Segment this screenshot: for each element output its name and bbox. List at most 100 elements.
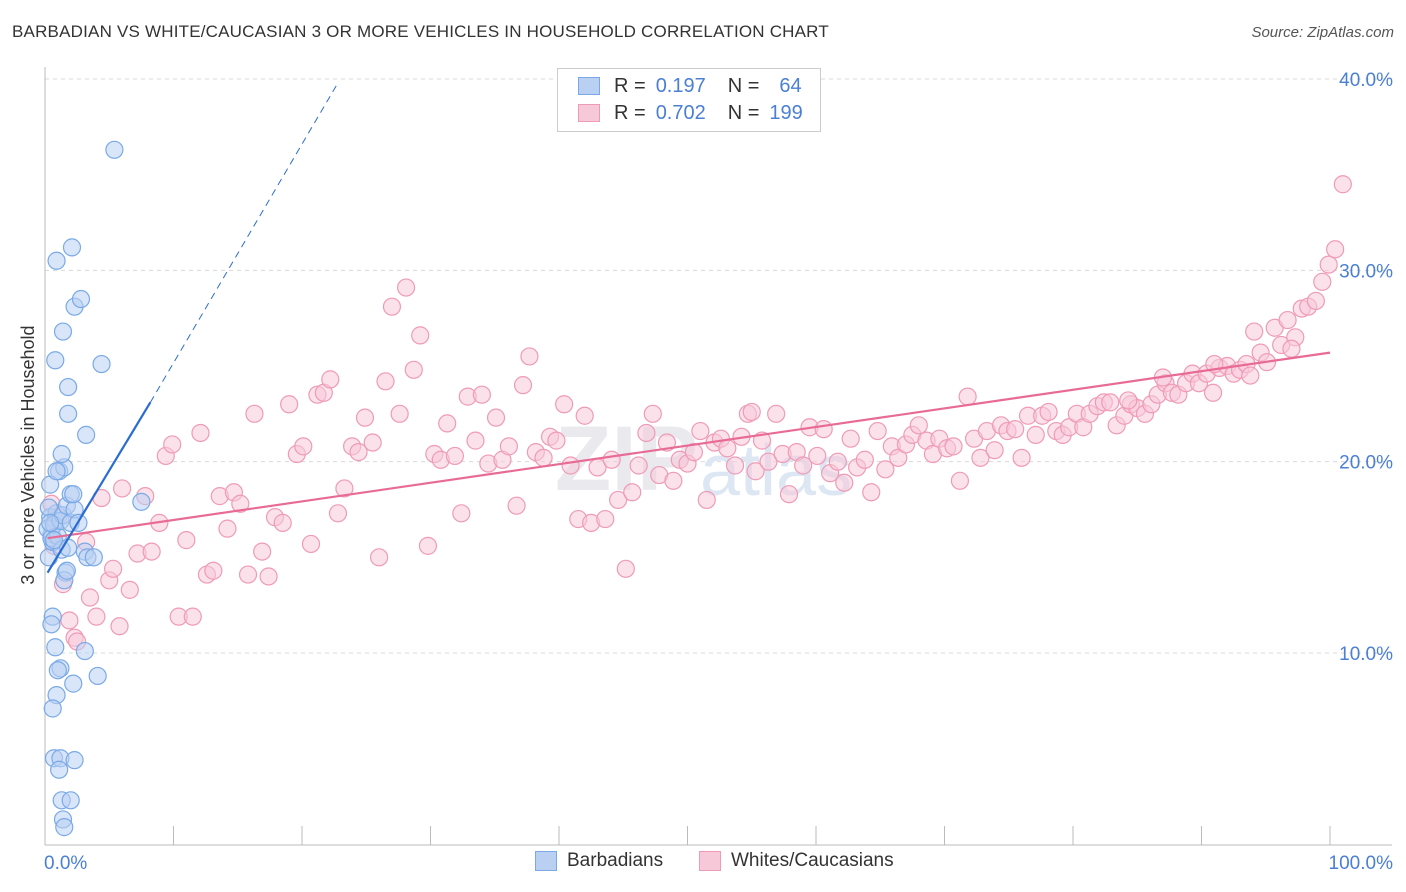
barbadians-point <box>47 251 66 270</box>
whites-caucasians-point <box>218 519 237 538</box>
barbadians-series <box>38 140 151 837</box>
barbadians-point <box>50 760 69 779</box>
barbadians-point <box>77 425 96 444</box>
barbadians-point <box>42 615 61 634</box>
whites-caucasians-point <box>855 450 874 469</box>
whites-caucasians-point <box>390 404 409 423</box>
barbadians-point <box>71 289 91 309</box>
barbadians-point <box>53 322 73 341</box>
whites-caucasians-point <box>513 376 533 395</box>
whites-caucasians-point <box>382 297 402 316</box>
whites-caucasians-point <box>909 416 928 435</box>
whites-caucasians-point <box>835 473 854 492</box>
whites-caucasians-point <box>575 406 594 425</box>
legend-item-whites[interactable]: Whites/Caucasians <box>699 850 894 872</box>
whites-caucasians-point <box>950 471 970 490</box>
blue-swatch <box>578 77 600 95</box>
whites-caucasians-point <box>862 483 881 502</box>
whites-caucasians-point <box>280 395 299 414</box>
tick-labels: 10.0% 20.0% 30.0% 40.0% 0.0% 100.0% <box>44 70 1393 874</box>
stats-legend: R = 0.197 N = 64 R = 0.702 N = 199 <box>557 68 821 132</box>
whites-caucasians-point <box>191 423 210 443</box>
whites-caucasians-point <box>177 531 196 550</box>
whites-caucasians-point <box>623 483 642 502</box>
whites-caucasians-point <box>1039 402 1058 422</box>
barbadians-point <box>59 377 78 397</box>
whites-caucasians-point <box>411 326 430 345</box>
whites-caucasians-point <box>142 542 161 561</box>
legend-label: Barbadians <box>567 850 664 871</box>
whites-caucasians-point <box>445 446 465 466</box>
x-tick-label: 0.0% <box>44 853 87 874</box>
barbadians-point <box>132 492 151 511</box>
whites-caucasians-point <box>238 565 258 584</box>
barbadians-point <box>47 462 66 481</box>
whites-caucasians-point <box>555 395 574 414</box>
whites-caucasians-point <box>231 494 250 513</box>
whites-caucasians-point <box>104 559 123 578</box>
whites-caucasians-point <box>438 414 457 433</box>
legend-item-barbadians[interactable]: Barbadians <box>535 850 663 872</box>
source-label: Source: ZipAtlas.com <box>1251 24 1394 41</box>
series-legend: Barbadians Whites/Caucasians <box>0 850 1406 878</box>
y-axis-label: 3 or more Vehicles in Household <box>18 325 38 584</box>
whites-caucasians-point <box>1282 339 1301 358</box>
whites-caucasians-point <box>1313 272 1332 291</box>
whites-caucasians-point <box>294 437 313 456</box>
whites-caucasians-point <box>507 496 526 515</box>
whites-caucasians-point <box>1319 255 1338 274</box>
whites-caucasians-point <box>1306 291 1325 311</box>
barbadians-point <box>44 531 64 550</box>
whites-caucasians-point <box>876 460 895 479</box>
y-tick-label: 20.0% <box>1339 453 1393 474</box>
whites-caucasians-point <box>520 347 539 366</box>
whites-caucasians-point <box>163 435 182 454</box>
barbadians-trend-line <box>46 401 152 574</box>
barbadians-point <box>64 674 83 693</box>
whites-caucasians-point <box>120 580 139 599</box>
barbadians-point <box>84 548 103 567</box>
n-value: 64 <box>779 74 802 97</box>
whites-caucasians-point <box>80 588 100 607</box>
whites-caucasians-point <box>1278 310 1297 330</box>
whites-caucasians-point <box>452 504 471 523</box>
whites-caucasians-point <box>759 452 778 471</box>
whites-caucasians-point <box>1333 175 1352 194</box>
whites-caucasians-point <box>643 404 662 423</box>
whites-caucasians-point <box>697 490 716 510</box>
whites-caucasians-point <box>335 479 354 498</box>
barbadians-point <box>48 661 67 680</box>
barbadians-point <box>64 485 83 504</box>
whites-caucasians-point <box>1119 391 1138 410</box>
whites-caucasians-trend-line <box>47 351 1331 540</box>
whites-caucasians-point <box>746 462 765 481</box>
whites-caucasians-point <box>609 490 628 510</box>
whites-caucasians-point <box>466 431 485 450</box>
n-value: 199 <box>769 101 803 124</box>
whites-caucasians-point <box>112 479 132 498</box>
whites-caucasians-point <box>637 423 656 443</box>
whites-caucasians-point <box>629 456 648 475</box>
whites-caucasians-point <box>944 437 963 456</box>
y-tick-label: 30.0% <box>1339 261 1393 282</box>
whites-caucasians-point <box>363 433 382 452</box>
whites-caucasians-point <box>725 456 745 475</box>
whites-caucasians-point <box>1026 425 1045 444</box>
y-tick-label: 10.0% <box>1339 644 1393 665</box>
y-tick-label: 40.0% <box>1339 70 1393 91</box>
barbadians-point <box>92 354 111 374</box>
whites-caucasians-point <box>958 387 977 406</box>
whites-caucasians-point <box>321 370 340 389</box>
barbadians-point <box>57 561 76 580</box>
barbadians-point <box>75 641 94 661</box>
x-tick-label: 100.0% <box>1329 853 1394 874</box>
whites-caucasians-point <box>183 607 202 626</box>
n-label: N = <box>727 74 760 97</box>
whites-caucasians-point <box>691 421 710 441</box>
whites-caucasians-point <box>472 385 491 404</box>
whites-caucasians-point <box>328 504 348 523</box>
whites-caucasians-point <box>87 607 106 626</box>
barbadians-point <box>88 666 107 686</box>
whites-caucasians-point <box>370 548 389 567</box>
